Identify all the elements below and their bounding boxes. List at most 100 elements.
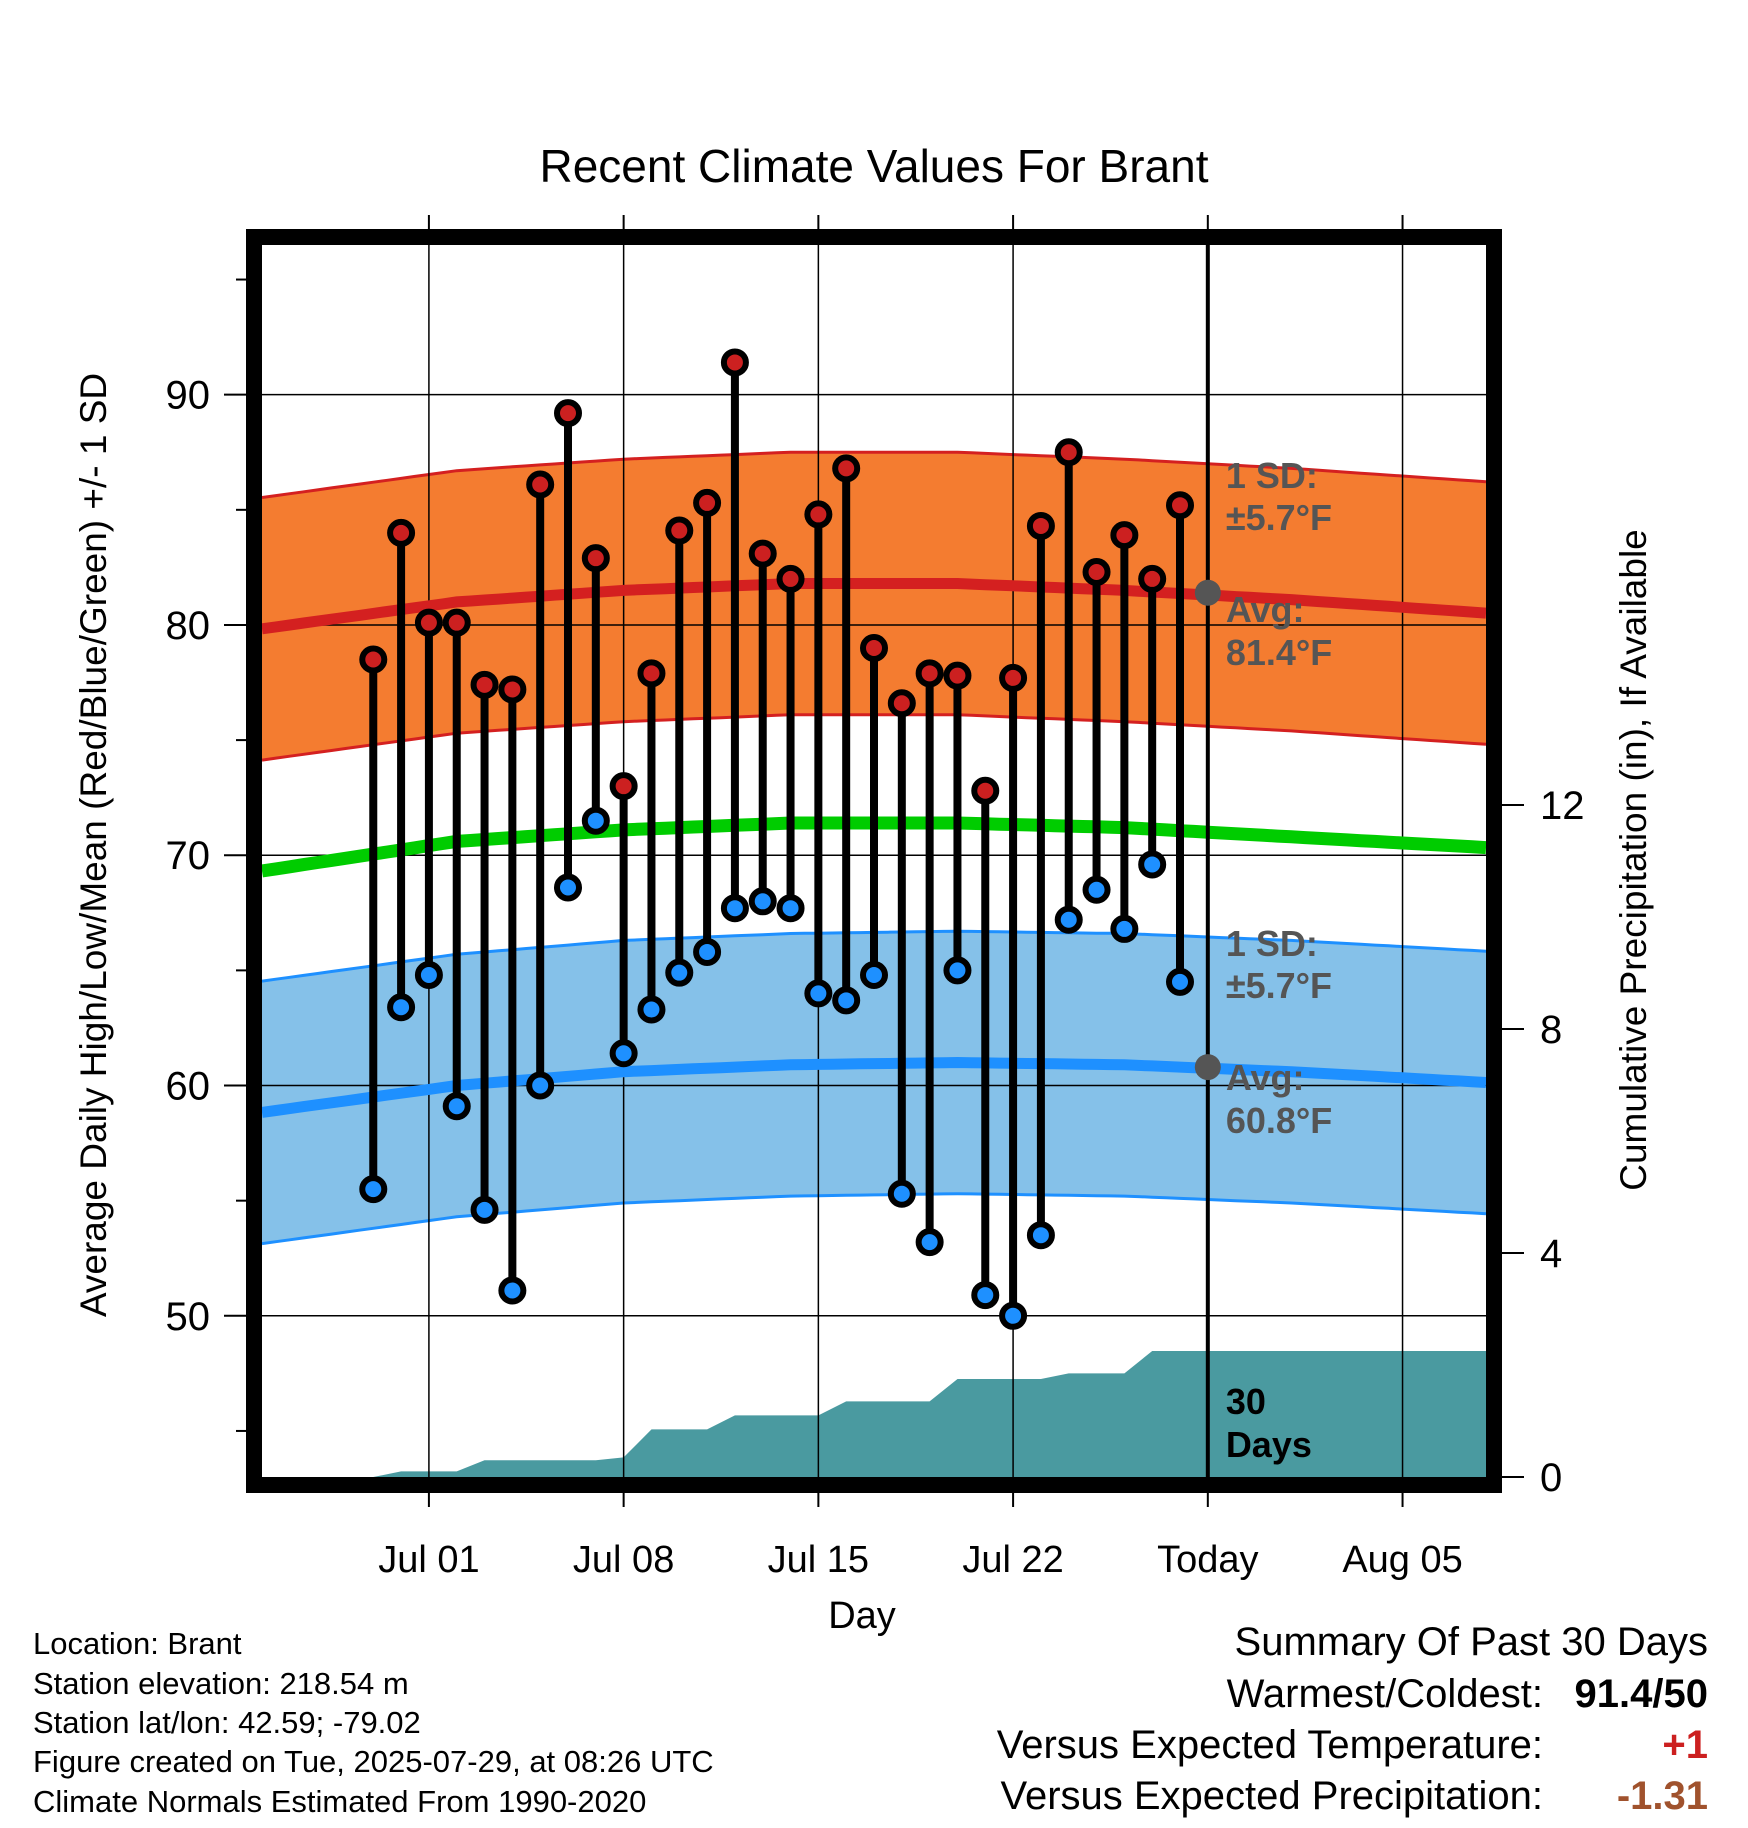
daily-high-point: [1138, 564, 1167, 593]
normals-text: Climate Normals Estimated From 1990-2020: [33, 1784, 647, 1819]
daily-high-point: [720, 348, 749, 377]
normal-high-line: [262, 578, 1486, 635]
daily-low-point: [470, 1195, 499, 1224]
daily-high-point: [470, 670, 499, 699]
daily-low-point: [776, 894, 805, 923]
daily-high-point: [693, 488, 722, 517]
x-tick-label: Today: [1157, 1539, 1258, 1581]
daily-high-point: [1110, 521, 1139, 550]
daily-high-point: [387, 518, 416, 547]
daily-low-point: [1110, 914, 1139, 943]
daily-low-point: [609, 1039, 638, 1068]
daily-low-point: [1026, 1221, 1055, 1250]
daily-low-point: [915, 1228, 944, 1257]
plot-content: [262, 245, 1486, 1477]
daily-high-point: [498, 675, 527, 704]
daily-high-point: [414, 608, 443, 637]
low-sd-label: 1 SD:: [1226, 923, 1318, 964]
daily-high-point: [999, 663, 1028, 692]
y2-tick-label: 12: [1540, 784, 1585, 828]
daily-low-point: [526, 1071, 555, 1100]
low-sd-value: ±5.7°F: [1226, 965, 1332, 1006]
high-sd-label: 1 SD:: [1226, 455, 1318, 496]
y2-tick-label: 0: [1540, 1456, 1562, 1500]
today-avg-high-marker: [1194, 579, 1221, 606]
daily-high-point: [832, 454, 861, 483]
daily-low-point: [442, 1092, 471, 1121]
daily-low-point: [498, 1276, 527, 1305]
x-tick-label: Jul 08: [573, 1539, 674, 1581]
low-sd-lower-edge: [262, 1192, 1486, 1246]
daily-high-point: [526, 470, 555, 499]
x-tick-label: Jul 22: [962, 1539, 1063, 1581]
y-tick-label: 90: [166, 374, 211, 418]
daily-high-point: [1082, 557, 1111, 586]
low-avg-label: Avg:: [1226, 1057, 1305, 1098]
daily-low-point: [887, 1179, 916, 1208]
daily-low-point: [693, 937, 722, 966]
high-sd-upper-edge: [262, 450, 1486, 499]
low-avg-value: 60.8°F: [1226, 1100, 1332, 1141]
daily-high-point: [860, 633, 888, 662]
location-text: Location: Brant: [33, 1626, 242, 1661]
latlon-text: Station lat/lon: 42.59; -79.02: [33, 1705, 421, 1740]
precip-days-number: 30: [1226, 1381, 1266, 1422]
daily-low-point: [1166, 967, 1194, 996]
low-sd-band: [262, 931, 1486, 1244]
daily-high-point: [359, 645, 388, 674]
daily-high-point: [748, 539, 777, 568]
daily-low-point: [554, 873, 582, 902]
today-avg-low-marker: [1194, 1054, 1221, 1081]
plot-frame: [246, 229, 1502, 1493]
daily-high-point: [581, 544, 610, 573]
summary-title: Summary Of Past 30 Days: [1234, 1620, 1708, 1664]
warmest-coldest-value: 91.4/50: [1574, 1672, 1708, 1716]
daily-low-point: [1054, 905, 1083, 934]
daily-high-point: [554, 399, 582, 428]
daily-low-point: [359, 1175, 388, 1204]
temp-anomaly-label: Versus Expected Temperature:: [996, 1723, 1543, 1767]
daily-low-point: [665, 958, 694, 987]
daily-low-point: [720, 894, 749, 923]
precip-days-label: Days: [1226, 1424, 1312, 1465]
daily-high-point: [1166, 491, 1194, 520]
daily-low-point: [971, 1281, 1000, 1310]
x-axis-label: Day: [828, 1595, 896, 1637]
chart-title: Recent Climate Values For Brant: [540, 140, 1209, 192]
daily-low-point: [832, 986, 861, 1015]
daily-high-point: [804, 500, 833, 529]
high-sd-value: ±5.7°F: [1226, 497, 1332, 538]
y2-tick-label: 4: [1540, 1232, 1562, 1276]
x-tick-label: Aug 05: [1342, 1539, 1462, 1581]
daily-low-point: [804, 979, 833, 1008]
daily-high-point: [1054, 438, 1083, 467]
daily-high-point: [609, 772, 638, 801]
y-tick-label: 80: [166, 604, 211, 648]
daily-high-point: [915, 659, 944, 688]
y-tick-label: 70: [166, 834, 211, 878]
daily-high-point: [971, 776, 1000, 805]
precip-area: [289, 1351, 1486, 1477]
x-tick-label: Jul 15: [768, 1539, 869, 1581]
daily-low-point: [637, 995, 666, 1024]
y-tick-label: 60: [166, 1065, 211, 1109]
created-text: Figure created on Tue, 2025-07-29, at 08…: [33, 1744, 714, 1779]
y2-tick-label: 8: [1540, 1008, 1562, 1052]
elevation-text: Station elevation: 218.54 m: [33, 1666, 409, 1701]
daily-low-point: [414, 960, 443, 989]
daily-high-point: [637, 659, 666, 688]
temp-anomaly-value: +1: [1662, 1723, 1708, 1767]
daily-low-point: [860, 960, 888, 989]
y2-axis-label: Cumulative Precipitation (in), If Availa…: [1613, 529, 1654, 1191]
daily-high-point: [943, 661, 972, 690]
daily-high-point: [665, 516, 694, 545]
high-avg-value: 81.4°F: [1226, 632, 1332, 673]
daily-low-point: [1082, 875, 1111, 904]
daily-low-point: [387, 993, 416, 1022]
x-tick-label: Jul 01: [378, 1539, 479, 1581]
y-tick-label: 50: [166, 1295, 211, 1339]
daily-low-point: [748, 887, 777, 916]
daily-high-point: [887, 689, 916, 718]
daily-low-point: [1138, 850, 1167, 879]
